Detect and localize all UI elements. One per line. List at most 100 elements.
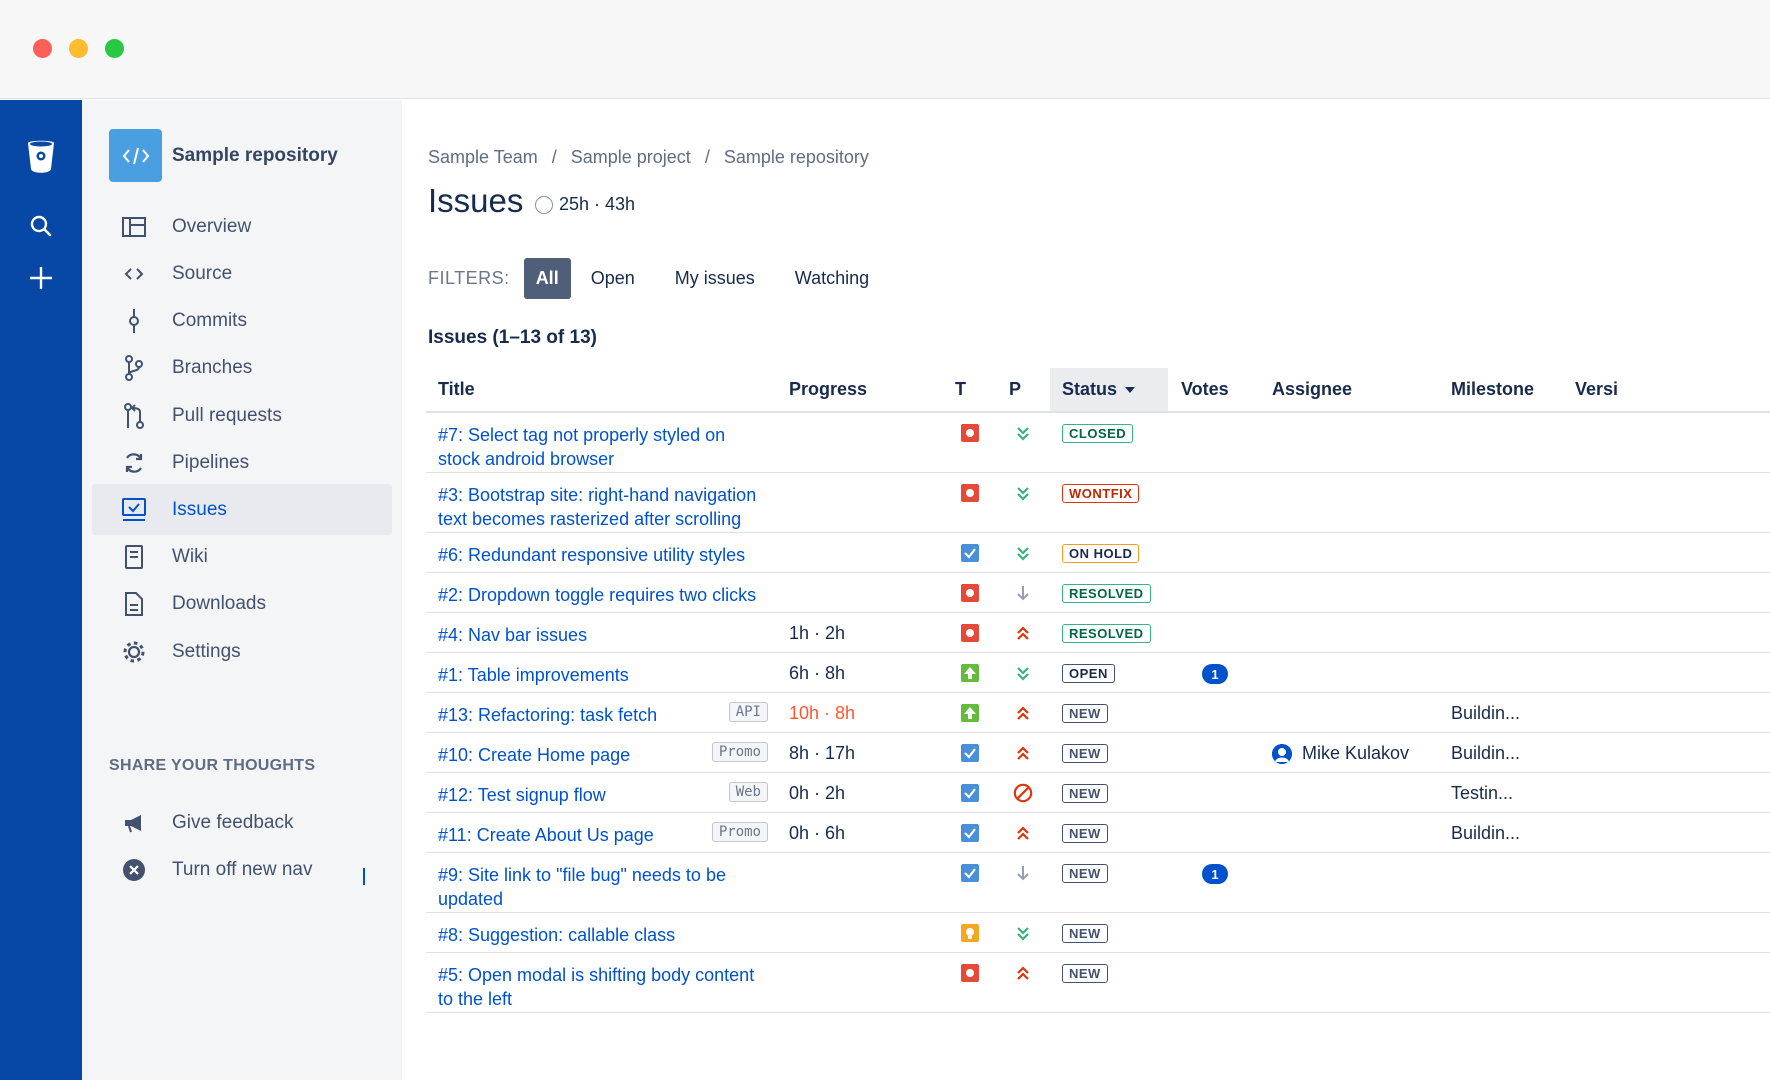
table-row[interactable]: #6: Redundant responsive utility styles … xyxy=(426,533,1770,573)
issue-title-cell: #7: Select tag not properly styled on st… xyxy=(438,413,768,471)
close-window-button[interactable] xyxy=(33,39,52,58)
column-type[interactable]: T xyxy=(955,379,966,399)
column-assignee[interactable]: Assignee xyxy=(1272,379,1353,399)
assignee-name: Mike Kulakov xyxy=(1302,743,1410,763)
milestone-link[interactable]: Buildin... xyxy=(1451,703,1521,723)
sidebar-item-pipelines[interactable]: Pipelines xyxy=(92,437,392,488)
status-badge: NEW xyxy=(1062,704,1108,723)
issue-title-link-continued[interactable]: text becomes rasterized after scrolling xyxy=(438,509,742,529)
sidebar-item-source[interactable]: Source xyxy=(92,248,392,299)
maximize-window-button[interactable] xyxy=(105,39,124,58)
issue-title-cell: #13: Refactoring: task fetch API xyxy=(438,693,768,727)
minor-priority-icon xyxy=(1013,583,1033,603)
issue-assignee-cell: Mike Kulakov xyxy=(1272,733,1409,764)
issue-title-link-continued[interactable]: updated xyxy=(438,889,504,909)
issue-progress-cell: 0h · 6h xyxy=(789,813,845,844)
issue-priority-cell xyxy=(1013,953,1033,983)
bug-type-icon xyxy=(961,624,979,642)
create-plus-icon[interactable] xyxy=(21,258,61,298)
issue-title-link[interactable]: #13: Refactoring: task fetch xyxy=(438,705,658,725)
issue-progress: 10h · 8h xyxy=(789,703,856,723)
table-row[interactable]: #13: Refactoring: task fetch API 10h · 8… xyxy=(426,693,1770,733)
task-type-icon xyxy=(961,784,979,802)
minor-priority-icon xyxy=(1013,863,1033,883)
column-status[interactable]: Status xyxy=(1050,368,1168,411)
breadcrumb-repository[interactable]: Sample repository xyxy=(723,147,869,167)
table-row[interactable]: #5: Open modal is shifting body content … xyxy=(426,953,1770,1013)
issue-component-tag[interactable]: Web xyxy=(728,782,768,802)
issue-title-link-continued[interactable]: to the left xyxy=(438,989,513,1009)
bitbucket-logo-icon[interactable] xyxy=(21,137,61,177)
sidebar-item-commits[interactable]: Commits xyxy=(92,295,392,346)
filter-my-issues[interactable]: My issues xyxy=(674,268,755,288)
issue-title-link[interactable]: #3: Bootstrap site: right-hand navigatio… xyxy=(438,485,757,505)
enhancement-type-icon xyxy=(961,664,979,682)
bug-type-icon xyxy=(961,584,979,602)
sidebar-item-overview[interactable]: Overview xyxy=(92,201,392,252)
column-progress[interactable]: Progress xyxy=(789,379,868,399)
sidebar-item-settings[interactable]: Settings xyxy=(92,626,392,677)
sidebar-item-branches[interactable]: Branches xyxy=(92,342,392,393)
table-row[interactable]: #9: Site link to "file bug" needs to be … xyxy=(426,853,1770,913)
issue-title-cell: #3: Bootstrap site: right-hand navigatio… xyxy=(438,473,768,531)
column-priority[interactable]: P xyxy=(1009,379,1022,399)
issue-title-link[interactable]: #6: Redundant responsive utility styles xyxy=(438,545,746,565)
status-badge: CLOSED xyxy=(1062,424,1134,443)
assignee[interactable]: Mike Kulakov xyxy=(1272,743,1409,764)
issue-title-link[interactable]: #1: Table improvements xyxy=(438,665,629,685)
issue-title-link[interactable]: #7: Select tag not properly styled on xyxy=(438,425,726,445)
status-badge: NEW xyxy=(1062,864,1108,883)
breadcrumb-project[interactable]: Sample project xyxy=(570,147,691,167)
table-row[interactable]: #2: Dropdown toggle requires two clicks … xyxy=(426,573,1770,613)
milestone-link[interactable]: Testin... xyxy=(1451,783,1514,803)
table-row[interactable]: #12: Test signup flow Web 0h · 2h NEW Test… xyxy=(426,773,1770,813)
table-row[interactable]: #7: Select tag not properly styled on st… xyxy=(426,413,1770,473)
issue-title-link[interactable]: #2: Dropdown toggle requires two clicks xyxy=(438,585,757,605)
column-version[interactable]: Versi xyxy=(1575,379,1619,399)
minimize-window-button[interactable] xyxy=(69,39,88,58)
issue-component-tag[interactable]: API xyxy=(728,702,768,722)
issue-component-tag[interactable]: Promo xyxy=(711,822,768,842)
filter-all[interactable]: All xyxy=(523,258,571,299)
sidebar-item-downloads[interactable]: Downloads xyxy=(92,578,392,629)
sidebar-item-label: Settings xyxy=(172,640,241,662)
table-row[interactable]: #3: Bootstrap site: right-hand navigatio… xyxy=(426,473,1770,533)
status-badge: NEW xyxy=(1062,964,1108,983)
status-badge: RESOLVED xyxy=(1062,584,1151,603)
bug-type-icon xyxy=(961,964,979,982)
milestone-link[interactable]: Buildin... xyxy=(1451,823,1521,843)
repository-header[interactable]: Sample repository xyxy=(109,129,338,182)
issue-type-cell xyxy=(961,613,979,642)
table-row[interactable]: #1: Table improvements 6h · 8h OPEN 1 xyxy=(426,653,1770,693)
column-votes[interactable]: Votes xyxy=(1181,379,1229,399)
issue-title-link[interactable]: #10: Create Home page xyxy=(438,745,631,765)
table-row[interactable]: #4: Nav bar issues 1h · 2h RESOLVED xyxy=(426,613,1770,653)
column-milestone[interactable]: Milestone xyxy=(1451,379,1535,399)
issue-title-link[interactable]: #12: Test signup flow xyxy=(438,785,606,805)
issue-title-link[interactable]: #9: Site link to "file bug" needs to be xyxy=(438,865,726,885)
table-row[interactable]: #10: Create Home page Promo 8h · 17h NEW M… xyxy=(426,733,1770,773)
filter-watching[interactable]: Watching xyxy=(794,268,870,288)
give-feedback-link[interactable]: Give feedback xyxy=(92,797,392,848)
milestone-link[interactable]: Buildin... xyxy=(1451,743,1521,763)
issue-title-link-continued[interactable]: stock android browser xyxy=(438,449,615,469)
issue-title-link[interactable]: #5: Open modal is shifting body content xyxy=(438,965,755,985)
sidebar-item-wiki[interactable]: Wiki xyxy=(92,531,392,582)
breadcrumb-team[interactable]: Sample Team xyxy=(428,147,538,167)
status-badge: NEW xyxy=(1062,824,1108,843)
column-title[interactable]: Title xyxy=(438,379,475,399)
issue-title-link[interactable]: #8: Suggestion: callable class xyxy=(438,925,676,945)
issue-component-tag[interactable]: Promo xyxy=(711,742,768,762)
filter-open[interactable]: Open xyxy=(590,268,635,288)
table-row[interactable]: #8: Suggestion: callable class NEW xyxy=(426,913,1770,953)
clock-icon xyxy=(535,195,553,214)
column-status-label: Status xyxy=(1062,379,1118,399)
turn-off-new-nav-link[interactable]: Turn off new nav xyxy=(92,844,392,895)
table-row[interactable]: #11: Create About Us page Promo 0h · 6h N… xyxy=(426,813,1770,853)
bug-type-icon xyxy=(961,484,979,502)
issue-title-link[interactable]: #4: Nav bar issues xyxy=(438,625,588,645)
search-icon[interactable] xyxy=(21,206,61,246)
issue-title-link[interactable]: #11: Create About Us page xyxy=(438,825,654,845)
sidebar-item-pull-requests[interactable]: Pull requests xyxy=(92,390,392,441)
sidebar-item-issues[interactable]: Issues xyxy=(92,484,392,535)
